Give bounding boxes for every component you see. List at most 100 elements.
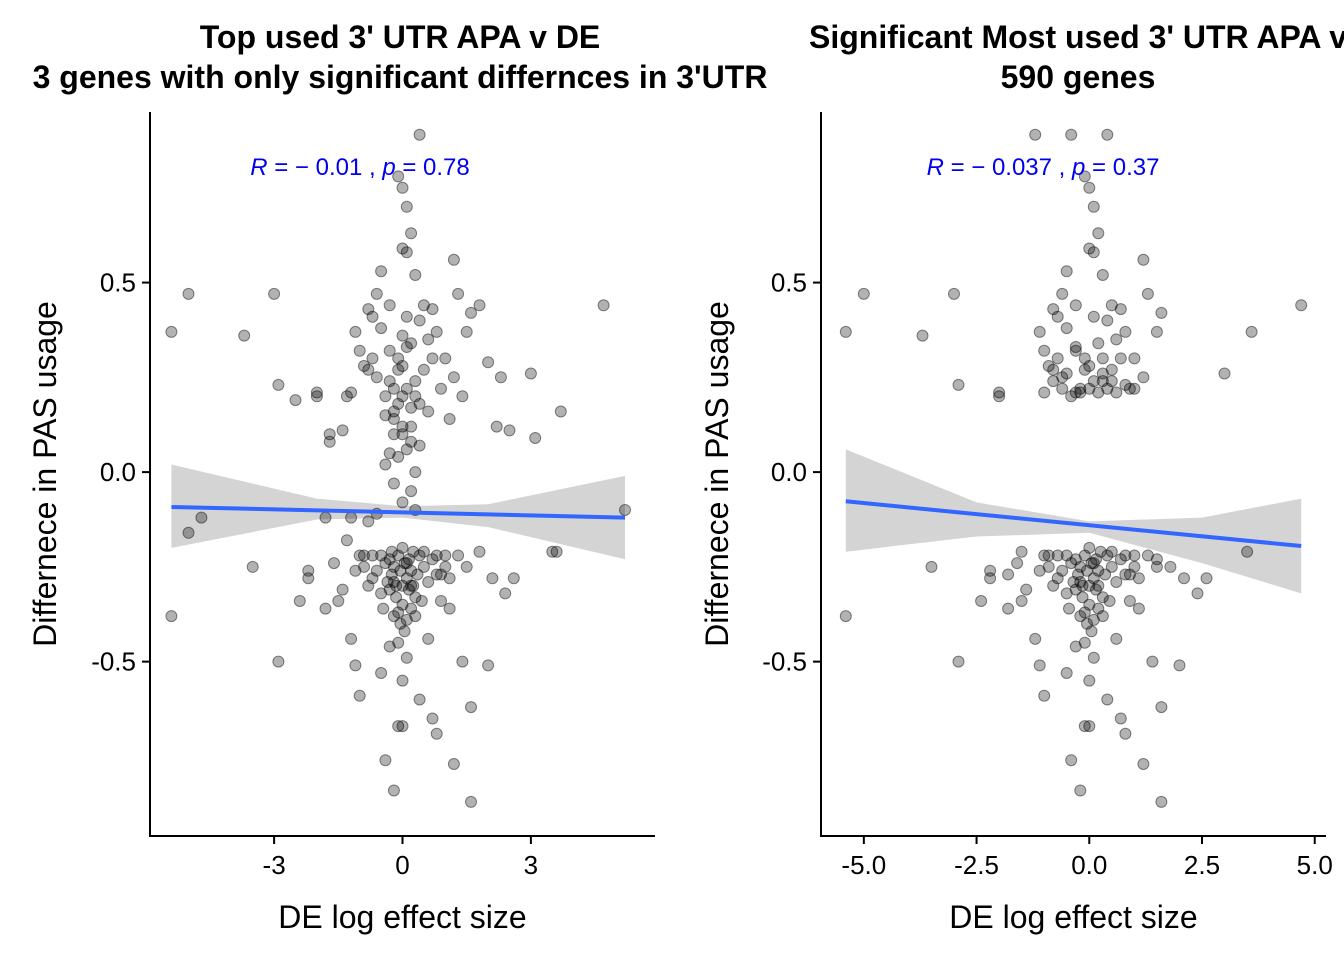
data-point — [387, 428, 400, 441]
data-point — [1092, 227, 1105, 240]
data-point — [1090, 583, 1102, 596]
data-point — [1087, 557, 1100, 570]
data-point — [417, 545, 430, 558]
data-point — [1074, 386, 1087, 399]
data-point — [1092, 386, 1105, 399]
data-point — [402, 553, 415, 566]
data-point — [1081, 617, 1093, 630]
data-point — [362, 579, 375, 592]
y-tick-label: 0.0 — [100, 457, 136, 487]
data-point — [1101, 382, 1114, 395]
data-point — [460, 560, 473, 573]
data-point — [952, 655, 965, 668]
data-point — [1173, 659, 1186, 672]
data-point — [426, 712, 439, 725]
data-point — [948, 287, 960, 300]
data-point — [473, 299, 486, 312]
data-point — [413, 314, 426, 327]
data-point — [1069, 386, 1082, 399]
data-point — [494, 371, 507, 384]
data-point — [415, 595, 428, 607]
data-point — [319, 511, 332, 524]
data-point — [1074, 610, 1087, 623]
data-point — [1155, 701, 1168, 714]
data-point — [396, 579, 409, 592]
data-point — [1096, 269, 1109, 281]
data-point — [1069, 344, 1082, 357]
data-point — [1103, 595, 1116, 607]
data-point — [456, 390, 469, 403]
data-point — [405, 602, 418, 615]
data-point — [366, 549, 379, 562]
data-point — [426, 303, 439, 316]
data-point — [1087, 246, 1100, 259]
data-point — [1069, 553, 1082, 566]
data-point — [379, 458, 392, 471]
data-point — [402, 583, 415, 596]
data-point — [1042, 360, 1055, 372]
data-point — [394, 564, 407, 577]
data-point — [1051, 352, 1064, 365]
data-point — [1083, 541, 1096, 554]
data-point — [336, 583, 349, 596]
data-point — [1029, 632, 1042, 645]
data-point — [405, 401, 418, 414]
data-point — [358, 360, 370, 372]
data-point — [375, 667, 388, 679]
data-point — [392, 549, 405, 562]
data-point — [1015, 595, 1028, 607]
data-point — [1085, 625, 1098, 638]
annotation-p-text: = 0.78 — [396, 154, 470, 181]
x-tick-label: -5.0 — [841, 850, 886, 880]
data-point — [1065, 390, 1078, 403]
data-point — [246, 560, 259, 573]
data-point — [409, 610, 422, 623]
data-point — [1078, 170, 1091, 183]
data-point — [465, 795, 477, 808]
data-point — [396, 674, 409, 687]
data-point — [435, 568, 447, 581]
data-point — [362, 363, 375, 376]
data-point — [839, 610, 852, 623]
data-point — [1123, 595, 1136, 607]
x-tick-label: 3 — [524, 850, 538, 880]
data-point — [1081, 564, 1093, 577]
data-point — [1051, 310, 1064, 323]
data-point — [379, 557, 392, 570]
data-point — [1087, 572, 1100, 585]
data-point — [409, 390, 422, 403]
data-points — [165, 128, 631, 808]
data-point — [857, 287, 870, 300]
data-point — [1119, 549, 1132, 562]
data-point — [1096, 591, 1109, 604]
data-point — [1105, 299, 1118, 312]
data-point — [409, 591, 422, 604]
data-point — [1060, 367, 1073, 380]
data-point — [1067, 576, 1080, 588]
data-point — [1191, 587, 1204, 600]
data-point — [293, 595, 306, 607]
data-point — [1132, 602, 1145, 615]
data-point — [409, 375, 422, 388]
y-tick-label: -0.5 — [762, 647, 807, 677]
data-point — [407, 579, 420, 592]
data-point — [1150, 553, 1163, 566]
data-point — [413, 397, 426, 410]
data-point — [383, 299, 396, 312]
data-point — [165, 325, 178, 338]
annotation-r-label: R — [927, 154, 944, 181]
data-point — [1042, 549, 1055, 562]
data-point — [366, 310, 379, 323]
data-point — [396, 329, 409, 342]
data-point — [490, 420, 503, 433]
data-point — [1123, 568, 1136, 581]
data-point — [993, 390, 1006, 403]
data-point — [362, 303, 375, 316]
data-point — [1065, 557, 1078, 570]
data-point — [1060, 322, 1073, 335]
data-point — [405, 227, 418, 240]
data-point — [1065, 754, 1078, 767]
data-point — [1096, 352, 1109, 365]
data-point — [1110, 386, 1123, 399]
data-point — [370, 564, 383, 577]
